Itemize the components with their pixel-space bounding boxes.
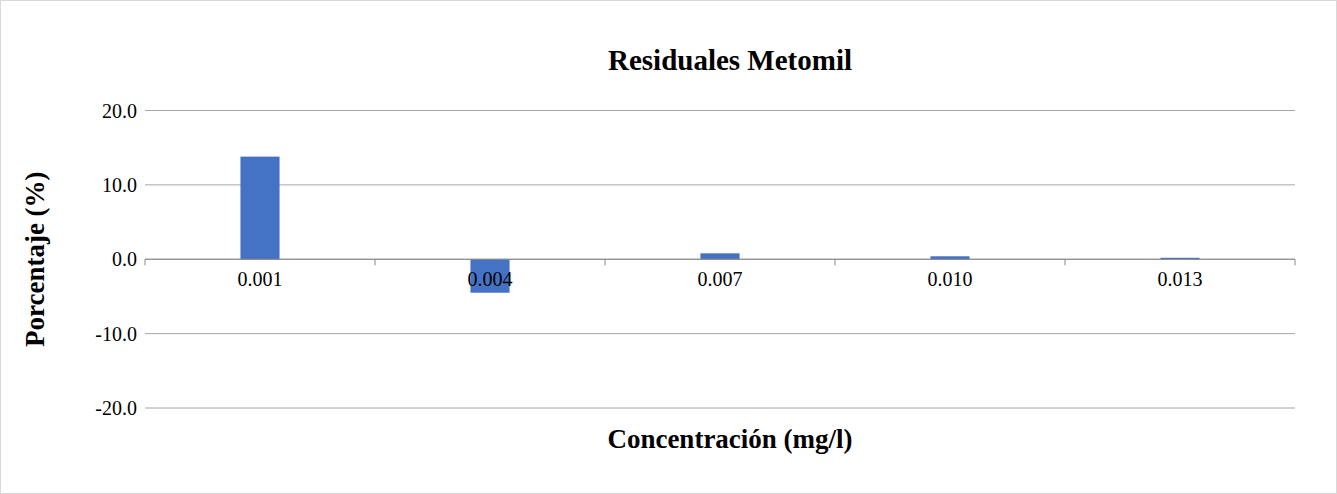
x-tick-label: 0.010: [928, 268, 973, 290]
y-tick-label: -20.0: [95, 397, 137, 419]
grid-line: [145, 184, 1295, 185]
x-tick: [375, 259, 376, 265]
x-tick: [1295, 259, 1296, 265]
y-tick-label: -10.0: [95, 323, 137, 345]
x-tick-label: 0.001: [238, 268, 283, 290]
x-tick: [835, 259, 836, 265]
x-tick-label: 0.007: [698, 268, 743, 290]
grid-line: [145, 259, 1295, 260]
y-tick-label: 0.0: [112, 248, 137, 270]
grid-line: [145, 333, 1295, 334]
chart-svg: -20.0 -10.0 0.0 10.0 20.0 0.001 0.004 0.007 0.01…: [0, 0, 1337, 494]
chart-title: Residuales Metomil: [608, 44, 852, 76]
x-axis-line: [145, 259, 1295, 260]
grid-line: [145, 408, 1295, 409]
x-tick-label: 0.004: [468, 268, 513, 290]
x-axis-label: Concentración (mg/l): [607, 424, 852, 454]
x-tick: [145, 259, 146, 265]
bar: [700, 253, 739, 259]
y-tick-label: 20.0: [102, 100, 137, 122]
bar: [240, 157, 279, 260]
x-tick: [605, 259, 606, 265]
chart-container: -20.0 -10.0 0.0 10.0 20.0 0.001 0.004 0.007 0.01…: [0, 0, 1337, 494]
y-axis-label: Porcentaje (%): [20, 171, 50, 347]
x-tick: [1065, 259, 1066, 265]
x-tick-label: 0.013: [1158, 268, 1203, 290]
y-tick-label: 10.0: [102, 174, 137, 196]
grid-line: [145, 110, 1295, 111]
chart-border: [1, 1, 1337, 494]
